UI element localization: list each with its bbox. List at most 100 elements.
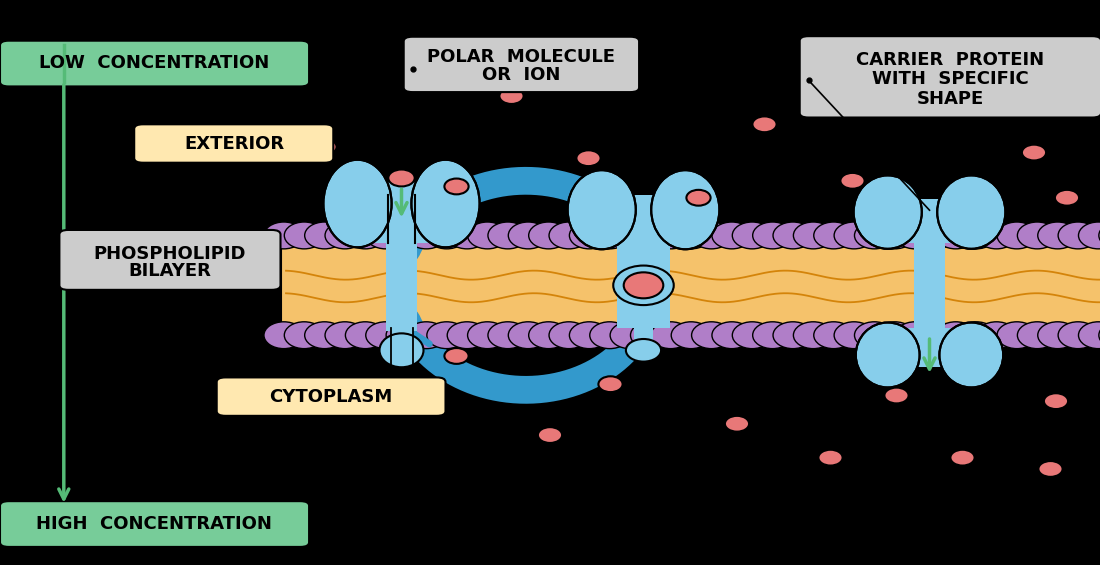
Ellipse shape [793, 322, 833, 349]
Bar [390, 319, 412, 359]
Ellipse shape [1022, 145, 1046, 160]
Ellipse shape [1055, 190, 1079, 206]
Ellipse shape [284, 322, 324, 349]
Ellipse shape [814, 222, 854, 249]
Text: CYTOPLASM: CYTOPLASM [270, 388, 393, 406]
Ellipse shape [895, 322, 935, 349]
Ellipse shape [598, 376, 623, 392]
Ellipse shape [312, 139, 337, 155]
Ellipse shape [386, 322, 426, 349]
Ellipse shape [1018, 222, 1057, 249]
Ellipse shape [1078, 322, 1100, 349]
Ellipse shape [977, 322, 1016, 349]
Ellipse shape [570, 322, 609, 349]
Ellipse shape [1018, 322, 1057, 349]
Text: PHOSPHOLIPID: PHOSPHOLIPID [94, 245, 245, 263]
Ellipse shape [305, 222, 344, 249]
Text: WITH  SPECIFIC: WITH SPECIFIC [872, 70, 1028, 88]
Bar [602, 195, 685, 243]
Ellipse shape [568, 170, 636, 249]
Ellipse shape [407, 322, 447, 349]
Ellipse shape [840, 173, 865, 189]
Bar [280, 243, 1100, 328]
Ellipse shape [1037, 222, 1078, 249]
FancyBboxPatch shape [404, 37, 639, 92]
FancyBboxPatch shape [800, 36, 1100, 118]
Ellipse shape [856, 323, 920, 388]
Ellipse shape [997, 322, 1036, 349]
Bar [634, 319, 653, 353]
Ellipse shape [508, 322, 548, 349]
Ellipse shape [692, 322, 732, 349]
Ellipse shape [610, 222, 650, 249]
Ellipse shape [651, 222, 691, 249]
Ellipse shape [427, 222, 466, 249]
Ellipse shape [651, 322, 691, 349]
Ellipse shape [854, 175, 922, 249]
FancyBboxPatch shape [0, 501, 309, 547]
Text: HIGH  CONCENTRATION: HIGH CONCENTRATION [36, 515, 272, 533]
Ellipse shape [814, 322, 854, 349]
Ellipse shape [388, 170, 415, 186]
Ellipse shape [379, 333, 424, 367]
Ellipse shape [444, 348, 469, 364]
Text: CARRIER  PROTEIN: CARRIER PROTEIN [856, 51, 1045, 69]
Ellipse shape [345, 222, 385, 249]
Bar [617, 243, 670, 328]
Ellipse shape [549, 322, 588, 349]
Text: EXTERIOR: EXTERIOR [184, 134, 285, 153]
Ellipse shape [529, 322, 569, 349]
Ellipse shape [576, 150, 601, 166]
Ellipse shape [590, 322, 629, 349]
Ellipse shape [1044, 393, 1068, 409]
Ellipse shape [733, 322, 772, 349]
Ellipse shape [626, 339, 661, 362]
Ellipse shape [915, 222, 955, 249]
Ellipse shape [939, 323, 1003, 388]
Bar [386, 240, 417, 331]
Ellipse shape [529, 222, 569, 249]
Ellipse shape [956, 322, 996, 349]
Ellipse shape [855, 222, 894, 249]
Ellipse shape [1058, 222, 1098, 249]
Ellipse shape [570, 222, 609, 249]
Ellipse shape [538, 427, 562, 443]
Ellipse shape [624, 272, 663, 298]
Text: SHAPE: SHAPE [916, 90, 984, 108]
Ellipse shape [427, 322, 466, 349]
Ellipse shape [386, 222, 426, 249]
Ellipse shape [956, 222, 996, 249]
Ellipse shape [1078, 222, 1100, 249]
Ellipse shape [448, 322, 487, 349]
Ellipse shape [305, 322, 344, 349]
Ellipse shape [895, 222, 935, 249]
Ellipse shape [834, 322, 873, 349]
Text: OR  ION: OR ION [482, 66, 561, 84]
Ellipse shape [793, 222, 833, 249]
Ellipse shape [671, 222, 711, 249]
Ellipse shape [686, 190, 711, 206]
Ellipse shape [1038, 461, 1063, 477]
Ellipse shape [936, 322, 976, 349]
Ellipse shape [448, 222, 487, 249]
Ellipse shape [345, 322, 385, 349]
Ellipse shape [264, 322, 304, 349]
Ellipse shape [1099, 222, 1100, 249]
Ellipse shape [773, 322, 813, 349]
FancyBboxPatch shape [59, 230, 280, 290]
FancyBboxPatch shape [0, 41, 309, 86]
Ellipse shape [1099, 322, 1100, 349]
Ellipse shape [264, 222, 304, 249]
Ellipse shape [692, 222, 732, 249]
Ellipse shape [468, 322, 507, 349]
Ellipse shape [284, 222, 324, 249]
Ellipse shape [712, 222, 751, 249]
Ellipse shape [351, 388, 375, 403]
Ellipse shape [651, 170, 719, 249]
Ellipse shape [874, 322, 914, 349]
Bar [888, 199, 971, 243]
Ellipse shape [508, 222, 548, 249]
Ellipse shape [590, 222, 629, 249]
Bar [358, 182, 446, 243]
Bar [888, 328, 971, 367]
